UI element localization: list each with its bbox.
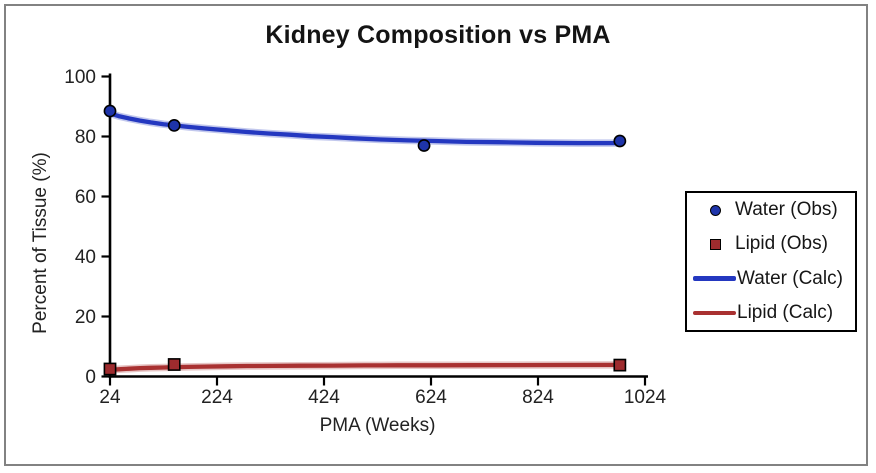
lipid-calc-line-icon bbox=[693, 310, 736, 316]
y-axis-title: Percent of Tissue (%) bbox=[30, 152, 51, 334]
legend-label: Water (Obs) bbox=[735, 199, 838, 221]
legend-label: Lipid (Calc) bbox=[737, 301, 834, 323]
legend-label: Water (Calc) bbox=[737, 267, 843, 289]
y-tick-label: 80 bbox=[75, 127, 96, 148]
y-tick-label: 20 bbox=[75, 307, 96, 328]
water-obs-point bbox=[103, 104, 117, 118]
legend-label: Lipid (Obs) bbox=[735, 233, 828, 255]
chart-title: Kidney Composition vs PMA bbox=[265, 21, 611, 49]
x-axis-title: PMA (Weeks) bbox=[319, 415, 436, 436]
x-tick-label: 24 bbox=[99, 387, 121, 408]
legend-item-lipid-obs: Lipid (Obs) bbox=[687, 228, 855, 260]
water-obs-point bbox=[613, 134, 627, 148]
x-tick-label: 424 bbox=[308, 387, 340, 408]
legend-item-water-obs: Water (Obs) bbox=[687, 194, 855, 226]
legend-item-lipid-calc: Lipid (Calc) bbox=[687, 297, 855, 329]
lipid-obs-point bbox=[613, 358, 627, 372]
x-tick-label: 624 bbox=[415, 387, 447, 408]
water-calc-line bbox=[107, 111, 623, 146]
water-calc-line-icon bbox=[693, 276, 736, 281]
legend-item-water-calc: Water (Calc) bbox=[687, 263, 855, 295]
y-tick-label: 40 bbox=[75, 247, 96, 268]
y-tick-label: 60 bbox=[75, 187, 96, 208]
water-obs-marker-icon bbox=[710, 204, 721, 216]
water-obs-point bbox=[417, 139, 431, 152]
lipid-obs-point bbox=[167, 358, 181, 371]
x-tick-label: 1024 bbox=[624, 387, 667, 408]
legend-box: Water (Obs) Lipid (Obs) Water (Calc) Lip… bbox=[685, 191, 857, 332]
water-obs-point bbox=[167, 119, 181, 132]
lipid-calc-line bbox=[107, 362, 623, 373]
y-tick-label: 100 bbox=[64, 67, 96, 88]
x-tick-label: 224 bbox=[201, 387, 233, 408]
x-tick-label: 824 bbox=[522, 387, 554, 408]
y-tick-label: 0 bbox=[85, 367, 96, 388]
lipid-obs-marker-icon bbox=[710, 238, 721, 250]
lipid-obs-point bbox=[103, 362, 117, 376]
